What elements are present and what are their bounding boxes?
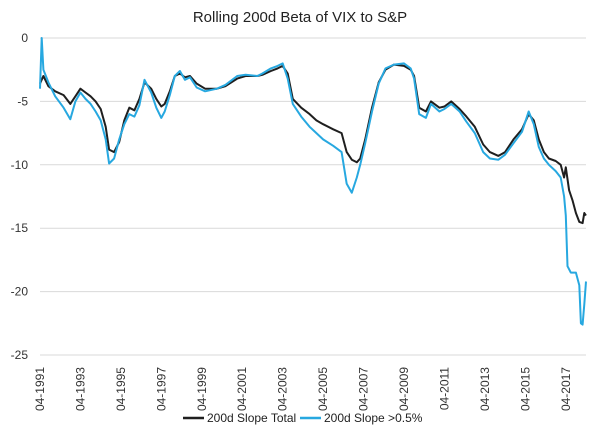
x-tick-label: 04-2009 xyxy=(397,367,411,411)
x-tick-label: 04-2003 xyxy=(276,367,290,411)
x-tick-label: 04-2011 xyxy=(437,367,451,410)
x-tick-label: 04-1999 xyxy=(195,367,209,411)
y-tick-label: -25 xyxy=(11,348,29,362)
y-tick-label: -5 xyxy=(17,94,28,108)
x-axis-ticks: 04-1991 04-1993 04-1995 04-1997 04-1999 04-20… xyxy=(33,367,573,411)
x-tick-label: 04-1991 xyxy=(33,367,47,411)
y-tick-label: -10 xyxy=(11,158,29,172)
x-tick-label: 04-2007 xyxy=(357,367,371,411)
x-tick-label: 04-2013 xyxy=(478,367,492,411)
y-tick-label: -20 xyxy=(11,285,29,299)
series-lines xyxy=(39,37,587,326)
y-axis-ticks: 0 -5 -10 -15 -20 -25 xyxy=(11,31,29,362)
x-tick-label: 04-1995 xyxy=(114,367,128,411)
series-line-above-half-percent xyxy=(39,37,587,326)
x-tick-label: 04-1993 xyxy=(73,367,87,411)
legend-label-above-half-percent: 200d Slope >0.5% xyxy=(324,411,423,425)
chart-title: Rolling 200d Beta of VIX to S&P xyxy=(193,9,407,26)
y-tick-label: -15 xyxy=(11,221,29,235)
series-line-total xyxy=(39,63,587,225)
x-tick-label: 04-2005 xyxy=(316,367,330,411)
x-tick-label: 04-2015 xyxy=(518,367,532,411)
y-tick-label: 0 xyxy=(21,31,28,45)
x-tick-label: 04-2017 xyxy=(559,367,573,411)
x-tick-label: 04-1997 xyxy=(154,367,168,411)
legend-label-total: 200d Slope Total xyxy=(207,411,296,425)
gridlines xyxy=(40,37,586,356)
legend: 200d Slope Total 200d Slope >0.5% xyxy=(183,411,423,425)
x-tick-label: 04-2001 xyxy=(235,367,249,411)
